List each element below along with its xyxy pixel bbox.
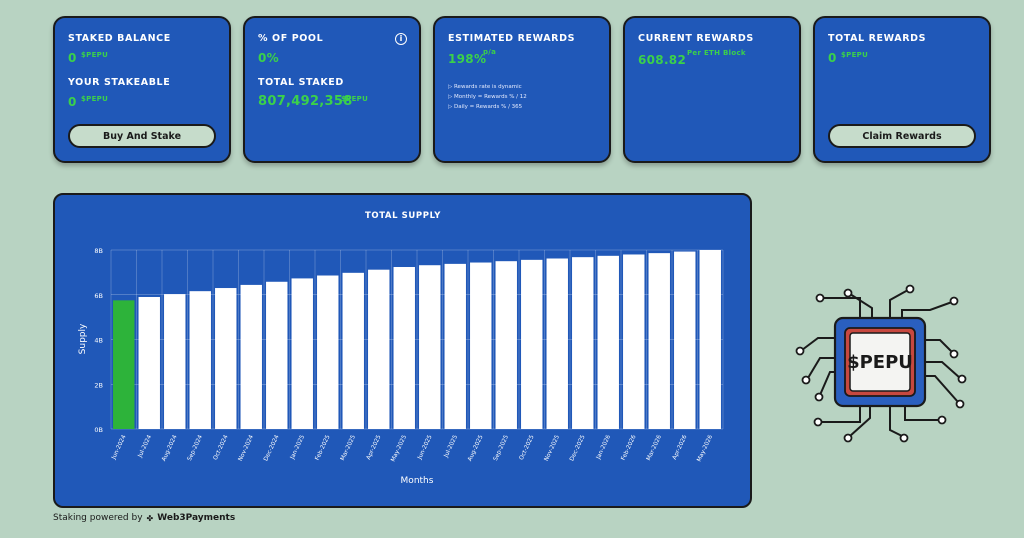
chart-y-tick-label: 0B [94,426,103,434]
total-rewards-value: 0 [828,51,837,65]
total-staked-unit: $PEPU [341,95,369,103]
info-icon[interactable]: i [395,33,407,45]
chart-x-tick-label: Feb-2025 [315,434,332,461]
buy-and-stake-button[interactable]: Buy And Stake [68,124,216,148]
chart-x-tick-label: Jun-2025 [417,434,434,461]
chart-bar[interactable] [266,281,288,429]
chart-x-tick-label: Oct-2024 [213,434,230,461]
chart-bar[interactable] [164,294,186,429]
chart-x-tick-label: Dec-2024 [263,434,280,462]
chart-x-tick-label: Jul-2024 [137,434,153,459]
estimated-rewards-unit: p/a [483,48,497,56]
current-rewards-value: 608.82 [638,53,687,67]
rewards-note: ▷ Monthly = Rewards % / 12 [448,94,527,100]
total-supply-chart-card: TOTAL SUPPLY Supply Months 0B 2B 4B 6B 8B Ju… [53,193,752,508]
chart-bar[interactable] [521,259,543,429]
logo-text: $PEPU [847,352,913,373]
footer: Staking powered by ✤ Web3Payments [53,513,235,523]
claim-rewards-button[interactable]: Claim Rewards [828,124,976,148]
estimated-rewards-label: ESTIMATED REWARDS [448,33,576,44]
chart-bar[interactable] [317,275,339,429]
chart-y-tick-label: 4B [94,337,103,345]
chart-x-tick-label: Mar-2025 [340,434,357,462]
chart-x-tick-label: Apr-2026 [672,434,689,461]
total-rewards-card: TOTAL REWARDS 0 $PEPU Claim Rewards [813,16,991,163]
total-rewards-label: TOTAL REWARDS [828,33,927,44]
total-staked-label: TOTAL STAKED [258,77,344,88]
footer-prefix: Staking powered by [53,513,143,523]
staked-balance-value: 0 [68,51,77,65]
chart-bar[interactable] [368,269,390,429]
staked-balance-card: STAKED BALANCE 0 $PEPU YOUR STAKEABLE 0 … [53,16,231,163]
footer-brand-link[interactable]: Web3Payments [157,513,236,523]
chart-x-tick-label: Jul-2025 [443,434,459,459]
pool-card: % OF POOL i 0% TOTAL STAKED 807,492,358 … [243,16,421,163]
chart-title: TOTAL SUPPLY [365,211,441,221]
pool-percent-value: 0% [258,51,279,65]
chart-bar[interactable] [699,250,721,429]
chart-x-axis-label: Months [401,476,434,486]
web3payments-logo-icon: ✤ [146,513,154,523]
rewards-note: ▷ Daily = Rewards % / 365 [448,104,523,110]
chart-bar[interactable] [648,253,670,429]
chart-bar[interactable] [623,254,645,429]
rewards-notes: ▷ Rewards rate is dynamic ▷ Monthly = Re… [448,82,527,112]
chart-x-tick-label: Nov-2025 [544,434,561,462]
current-rewards-card: CURRENT REWARDS 608.82 Per ETH Block [623,16,801,163]
current-rewards-unit: Per ETH Block [687,49,746,57]
stakeable-unit: $PEPU [81,95,109,103]
pepu-chip-logo: $PEPU [795,284,967,443]
chart-x-tick-label: May-2025 [390,434,408,463]
chart-x-tick-label: Jan-2026 [595,434,612,461]
chart-x-tick-label: Dec-2025 [569,434,586,462]
chart-bar[interactable] [215,288,237,429]
chart-y-tick-label: 8B [94,247,103,255]
total-supply-chart: TOTAL SUPPLY Supply Months 0B 2B 4B 6B 8B Ju… [78,211,724,486]
chart-bar[interactable] [138,296,160,429]
chart-x-tick-label: Nov-2024 [238,434,255,462]
estimated-rewards-card: ESTIMATED REWARDS 198% p/a ▷ Rewards rat… [433,16,611,163]
staked-balance-label: STAKED BALANCE [68,33,171,44]
total-staked-value: 807,492,358 [258,94,353,109]
current-rewards-label: CURRENT REWARDS [638,33,754,44]
chart-bar[interactable] [597,255,619,429]
chart-bar[interactable] [113,300,135,429]
chart-x-tick-label: Jan-2025 [289,434,306,461]
stakeable-label: YOUR STAKEABLE [68,77,171,88]
chart-bar[interactable] [495,261,517,429]
staked-balance-unit: $PEPU [81,51,109,59]
chart-x-tick-label: Sep-2024 [187,434,204,462]
chart-bar[interactable] [291,278,313,429]
chart-y-tick-label: 2B [94,381,103,389]
chart-bar[interactable] [419,265,441,429]
chart-y-tick-label: 6B [94,292,103,300]
chart-x-tick-label: Sep-2025 [493,434,510,462]
chart-x-tick-label: Mar-2026 [646,434,663,462]
rewards-note: ▷ Rewards rate is dynamic [448,84,522,90]
chart-x-tick-label: Aug-2024 [161,434,178,462]
estimated-rewards-value: 198% [448,52,487,66]
chart-x-tick-label: May-2026 [696,434,714,463]
chart-y-axis-label: Supply [78,323,88,354]
chart-x-tick-label: Feb-2026 [621,434,638,461]
chart-bar[interactable] [444,263,466,429]
pool-percent-label: % OF POOL [258,33,324,44]
chart-bar[interactable] [674,251,696,429]
chart-bar[interactable] [342,272,364,429]
chart-x-tick-label: Aug-2025 [467,434,484,462]
stakeable-value: 0 [68,95,77,109]
chart-bar[interactable] [393,267,415,429]
chart-x-tick-label: Jun-2024 [111,434,128,461]
chart-bar[interactable] [240,284,262,429]
chart-x-tick-label: Apr-2025 [366,434,383,461]
total-rewards-unit: $PEPU [841,51,869,59]
chart-x-tick-label: Oct-2025 [519,434,536,461]
chart-bar[interactable] [546,258,568,429]
chart-bar[interactable] [189,291,211,429]
chart-bar[interactable] [572,257,594,429]
chart-bar[interactable] [470,262,492,429]
